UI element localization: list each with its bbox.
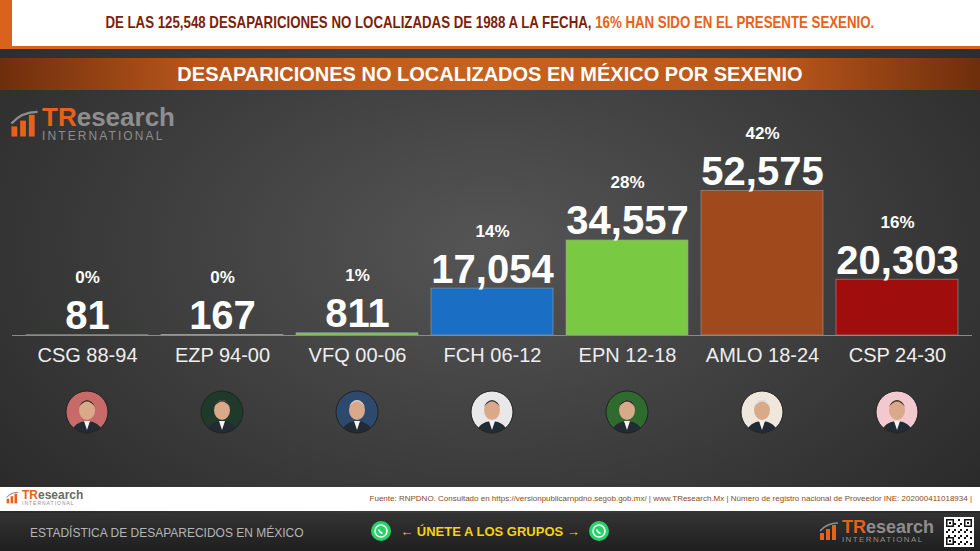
svg-text:VFQ 00-06: VFQ 00-06 bbox=[309, 344, 407, 366]
html-text:INTERNATIONAL: INTERNATIONAL bbox=[841, 535, 924, 544]
svg-text:14%: 14% bbox=[475, 222, 509, 241]
svg-text:811: 811 bbox=[325, 291, 390, 335]
svg-text:1%: 1% bbox=[345, 266, 370, 285]
html-text:Fuente: RNPDNO. Consultado en: Fuente: RNPDNO. Consultado en https://ve… bbox=[369, 494, 972, 503]
svg-text:52,575: 52,575 bbox=[701, 149, 823, 193]
svg-text:16%: 16% bbox=[880, 213, 914, 232]
svg-text:17,054: 17,054 bbox=[431, 247, 554, 291]
html-text:INTERNATIONAL: INTERNATIONAL bbox=[22, 500, 75, 506]
html-text:INTERNATIONAL: INTERNATIONAL bbox=[42, 129, 165, 143]
svg-text:81: 81 bbox=[65, 293, 110, 337]
svg-text:167: 167 bbox=[189, 293, 256, 337]
svg-text:28%: 28% bbox=[610, 173, 644, 192]
svg-text:42%: 42% bbox=[745, 124, 779, 143]
svg-text:0%: 0% bbox=[210, 268, 235, 287]
svg-text:FCH 06-12: FCH 06-12 bbox=[444, 344, 542, 366]
svg-text:0%: 0% bbox=[75, 268, 100, 287]
svg-text:20,303: 20,303 bbox=[836, 238, 958, 282]
html-text:ESTADÍSTICA DE DESAPARECIDOS E: ESTADÍSTICA DE DESAPARECIDOS EN MÉXICO bbox=[30, 526, 304, 540]
svg-text:34,557: 34,557 bbox=[566, 198, 688, 242]
html-text:DESAPARICIONES NO LOCALIZADOS: DESAPARICIONES NO LOCALIZADOS EN MÉXICO … bbox=[177, 62, 803, 85]
html-text:DE LAS 125,548 DESAPARICIONES: DE LAS 125,548 DESAPARICIONES NO LOCALIZ… bbox=[105, 13, 875, 32]
html-text:TR esearch: TR esearch bbox=[42, 102, 175, 132]
svg-text:EZP 94-00: EZP 94-00 bbox=[175, 344, 270, 366]
html-text:TR esearch: TR esearch bbox=[22, 488, 84, 502]
svg-text:AMLO 18-24: AMLO 18-24 bbox=[706, 344, 819, 366]
svg-text:CSP 24-30: CSP 24-30 bbox=[849, 344, 946, 366]
svg-text:CSG 88-94: CSG 88-94 bbox=[37, 344, 137, 366]
svg-text:EPN 12-18: EPN 12-18 bbox=[579, 344, 677, 366]
html-text:TR esearch: TR esearch bbox=[841, 517, 934, 537]
html-text:← ÚNETE A LOS GRUPOS →: ← ÚNETE A LOS GRUPOS → bbox=[400, 523, 580, 539]
